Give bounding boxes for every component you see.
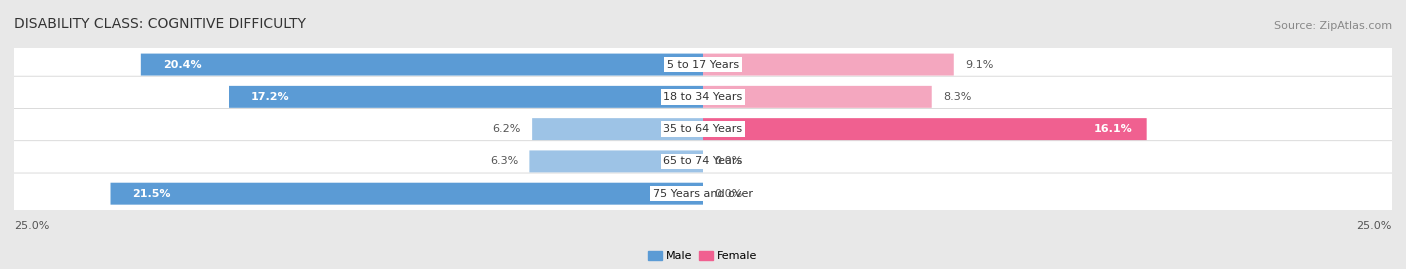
- FancyBboxPatch shape: [6, 141, 1400, 182]
- Text: 75 Years and over: 75 Years and over: [652, 189, 754, 199]
- Text: 0.0%: 0.0%: [714, 156, 742, 167]
- Text: Source: ZipAtlas.com: Source: ZipAtlas.com: [1274, 21, 1392, 31]
- Text: 18 to 34 Years: 18 to 34 Years: [664, 92, 742, 102]
- Text: 8.3%: 8.3%: [943, 92, 972, 102]
- FancyBboxPatch shape: [703, 86, 932, 108]
- Text: 25.0%: 25.0%: [1357, 221, 1392, 231]
- FancyBboxPatch shape: [229, 86, 703, 108]
- Text: DISABILITY CLASS: COGNITIVE DIFFICULTY: DISABILITY CLASS: COGNITIVE DIFFICULTY: [14, 17, 307, 31]
- Text: 5 to 17 Years: 5 to 17 Years: [666, 59, 740, 70]
- FancyBboxPatch shape: [703, 118, 1147, 140]
- FancyBboxPatch shape: [6, 108, 1400, 150]
- Text: 65 to 74 Years: 65 to 74 Years: [664, 156, 742, 167]
- Text: 6.3%: 6.3%: [491, 156, 519, 167]
- Text: 21.5%: 21.5%: [132, 189, 172, 199]
- FancyBboxPatch shape: [530, 150, 703, 172]
- Text: 17.2%: 17.2%: [252, 92, 290, 102]
- Text: 6.2%: 6.2%: [492, 124, 522, 134]
- Legend: Male, Female: Male, Female: [644, 246, 762, 266]
- Text: 35 to 64 Years: 35 to 64 Years: [664, 124, 742, 134]
- Text: 16.1%: 16.1%: [1094, 124, 1133, 134]
- FancyBboxPatch shape: [6, 44, 1400, 85]
- FancyBboxPatch shape: [111, 183, 703, 205]
- Text: 0.0%: 0.0%: [714, 189, 742, 199]
- Text: 25.0%: 25.0%: [14, 221, 49, 231]
- FancyBboxPatch shape: [531, 118, 703, 140]
- Text: 9.1%: 9.1%: [965, 59, 993, 70]
- FancyBboxPatch shape: [141, 54, 703, 76]
- FancyBboxPatch shape: [6, 173, 1400, 214]
- FancyBboxPatch shape: [6, 76, 1400, 118]
- Text: 20.4%: 20.4%: [163, 59, 201, 70]
- FancyBboxPatch shape: [703, 54, 953, 76]
